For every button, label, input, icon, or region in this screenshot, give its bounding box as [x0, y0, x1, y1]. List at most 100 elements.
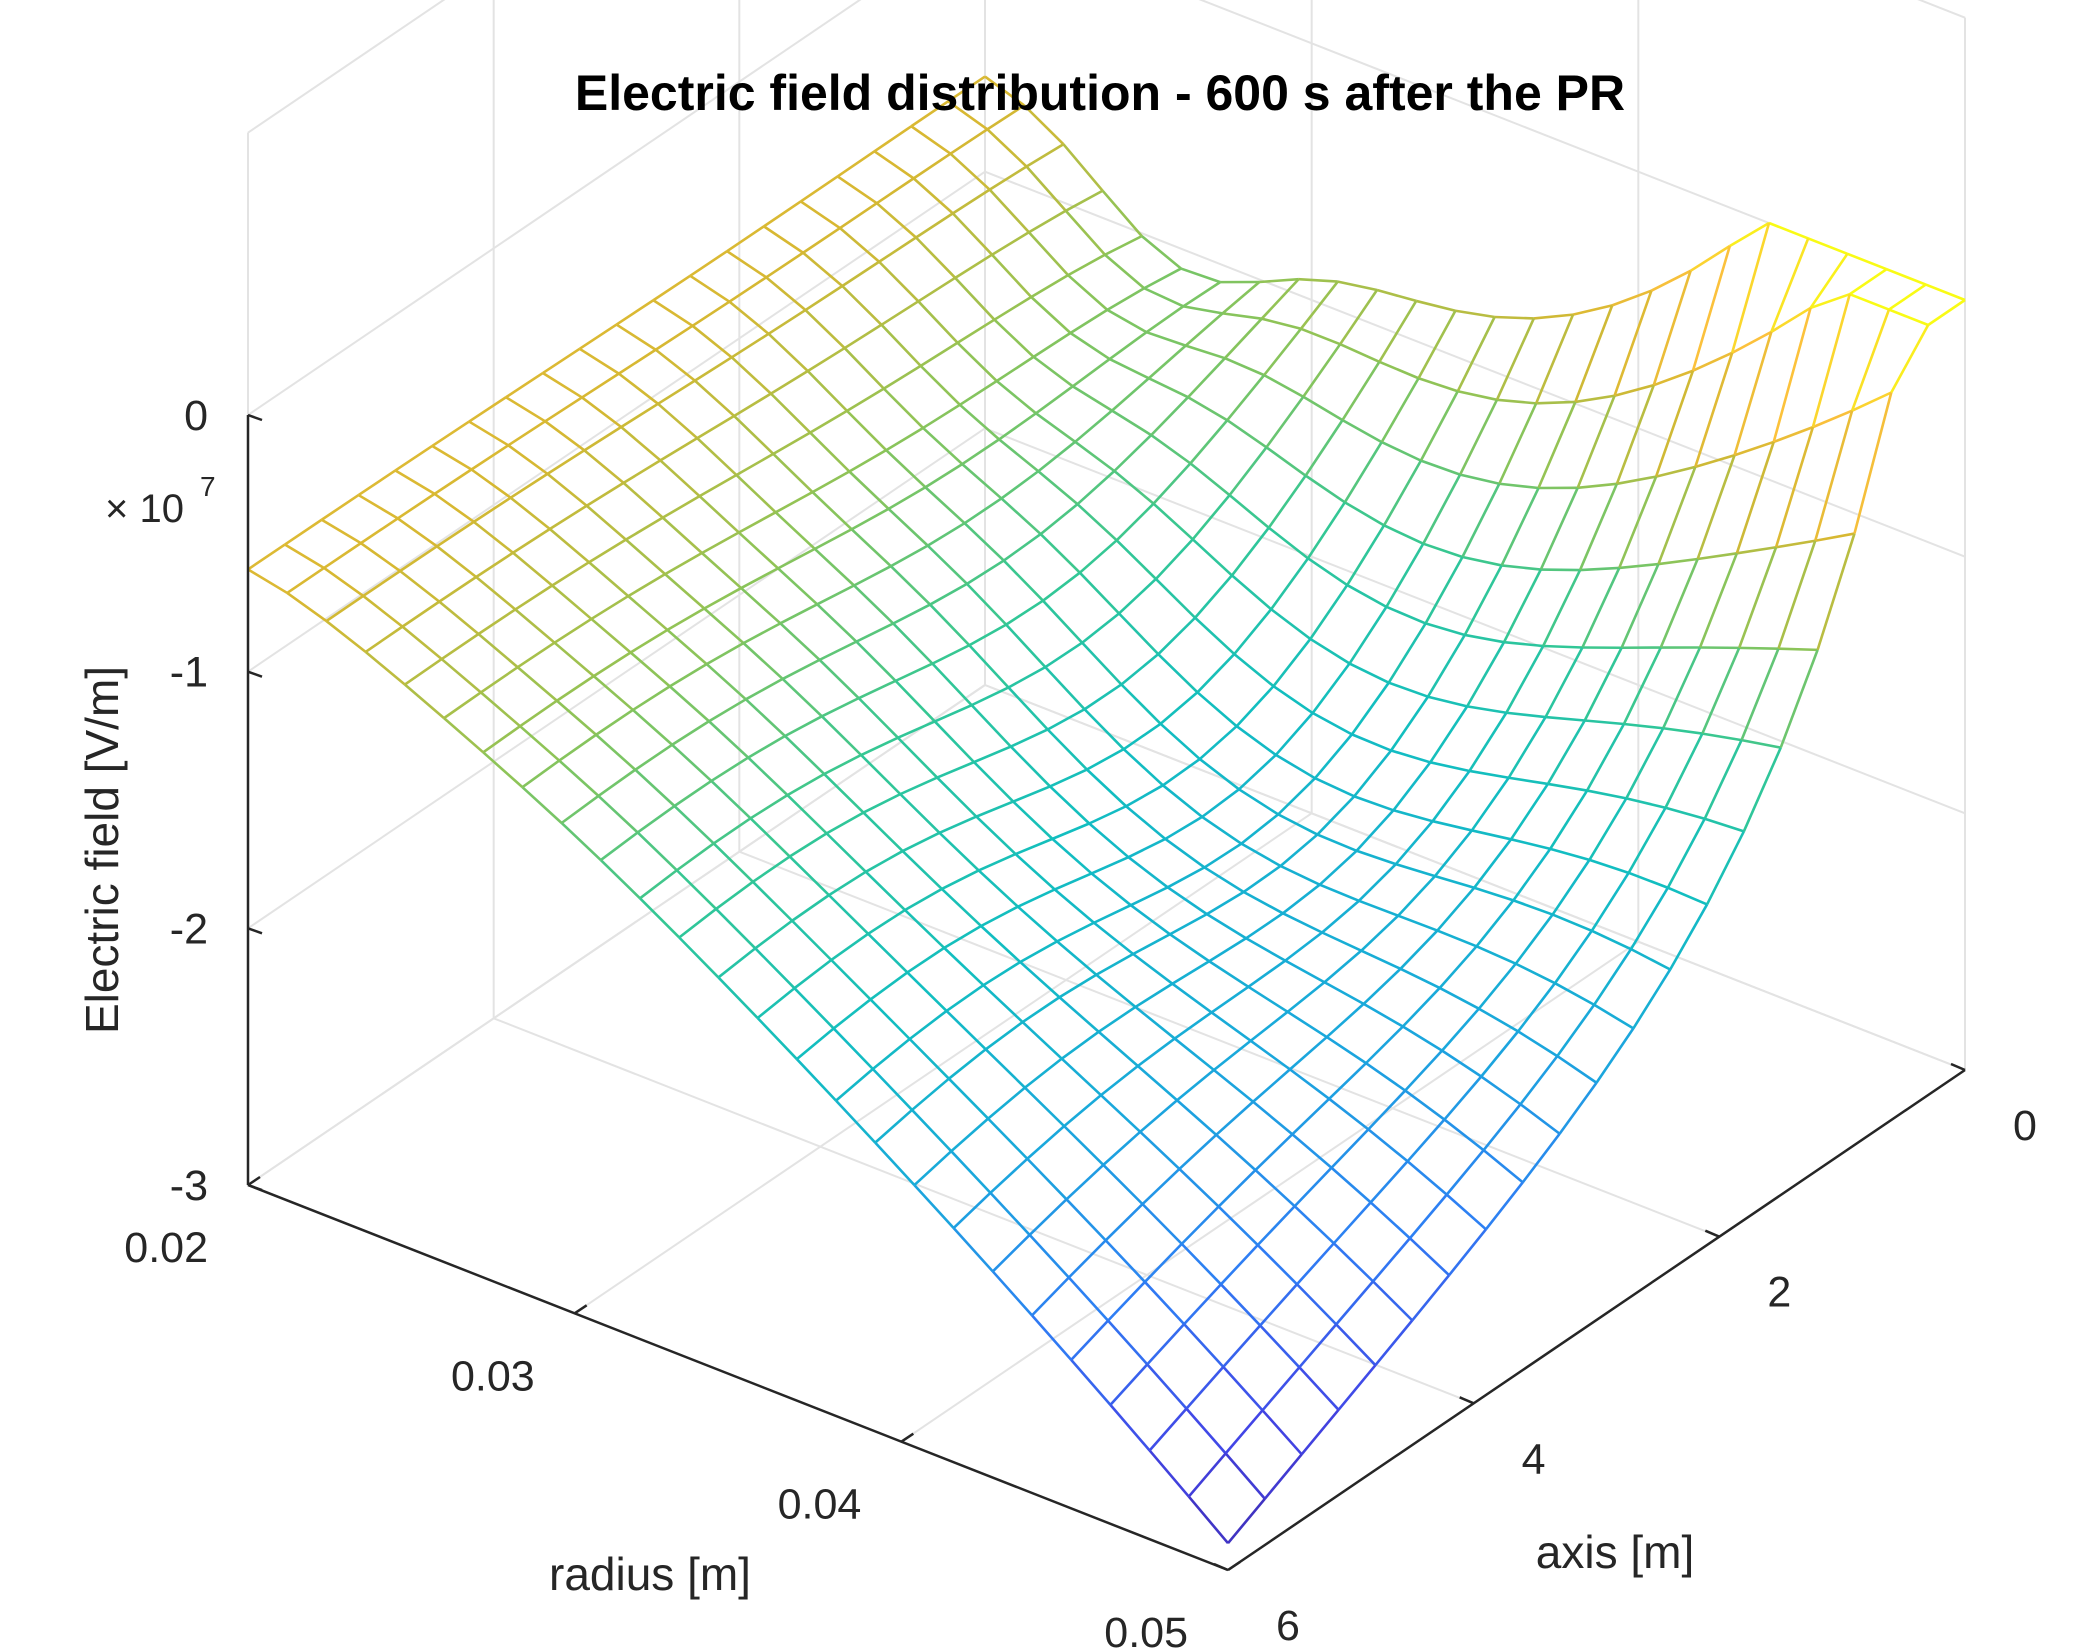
mesh-line	[1772, 307, 1812, 443]
mesh-line	[1104, 234, 1143, 256]
mesh-line	[945, 984, 985, 1012]
mesh-line	[1348, 606, 1388, 665]
mesh-line	[1425, 622, 1466, 637]
mesh-line	[912, 152, 952, 180]
mesh-line	[1109, 357, 1150, 380]
mesh-line	[1519, 1055, 1559, 1106]
mesh-line	[1422, 474, 1462, 545]
mesh-line	[889, 565, 932, 606]
mesh-line	[1095, 952, 1134, 976]
mesh-line	[878, 236, 917, 263]
mesh-line	[809, 431, 851, 473]
mesh-line	[1737, 546, 1778, 649]
mesh-line	[1576, 395, 1616, 489]
x-tick-mark	[573, 1304, 588, 1315]
mesh-line	[691, 300, 731, 327]
mesh-line	[1517, 982, 1556, 1033]
mesh-line	[874, 1141, 916, 1186]
mesh-line	[1480, 1030, 1520, 1078]
mesh-line	[1478, 1007, 1519, 1033]
mesh-line	[1512, 899, 1554, 916]
mesh-line	[1118, 612, 1160, 656]
mesh-line	[1300, 1408, 1340, 1456]
mesh-line	[1154, 578, 1197, 619]
mesh-line	[906, 946, 945, 974]
mesh-line	[1619, 562, 1659, 570]
mesh-line	[1228, 446, 1268, 496]
mesh-line	[1293, 1205, 1335, 1245]
mesh-line	[1120, 683, 1162, 725]
mesh-line	[950, 1150, 992, 1194]
mesh-line	[970, 704, 1012, 748]
mesh-line	[652, 299, 694, 327]
mesh-line	[1343, 441, 1383, 504]
mesh-line	[1321, 931, 1362, 952]
mesh-line	[556, 675, 595, 702]
mesh-line	[1058, 973, 1097, 999]
mesh-line	[843, 323, 883, 350]
mesh-line	[1203, 842, 1243, 869]
mesh-line	[786, 794, 828, 835]
mesh-line	[1102, 1163, 1144, 1206]
mesh-line	[873, 125, 913, 153]
mesh-line	[593, 651, 632, 678]
mesh-line	[949, 152, 991, 191]
mesh-line	[1083, 683, 1123, 711]
mesh-line	[1024, 1057, 1063, 1089]
mesh-line	[1705, 830, 1746, 906]
mesh-line	[1125, 784, 1164, 808]
mesh-line	[1614, 383, 1655, 397]
mesh-line	[885, 426, 924, 452]
mesh-line	[989, 1157, 1029, 1194]
mesh-line	[1120, 653, 1160, 686]
mesh-line	[968, 623, 1007, 647]
mesh-line	[848, 449, 887, 473]
mesh-line	[436, 520, 475, 548]
z-tick-label: -1	[170, 649, 208, 697]
mesh-line	[597, 794, 639, 834]
mesh-line	[1659, 558, 1699, 649]
mesh-line	[1134, 982, 1174, 1009]
mesh-line	[1807, 237, 1848, 256]
mesh-line	[592, 675, 634, 711]
mesh-line	[1888, 308, 1929, 327]
mesh-line	[357, 493, 399, 520]
mesh-line	[913, 1184, 955, 1229]
mesh-line	[1272, 685, 1314, 715]
y-tick-label: 6	[1276, 1602, 1300, 1650]
mesh-line	[1358, 899, 1399, 917]
mesh-line	[1078, 539, 1118, 574]
grid-line	[738, 850, 1720, 1238]
mesh-line	[1378, 360, 1420, 380]
mesh-line	[701, 531, 740, 555]
mesh-line	[323, 566, 365, 598]
mesh-line	[1078, 571, 1120, 615]
z-exponent-power: 7	[200, 471, 216, 502]
mesh-line	[1533, 313, 1574, 320]
mesh-line	[1554, 982, 1595, 1006]
mesh-line	[986, 128, 1028, 168]
mesh-line	[959, 379, 998, 406]
mesh-line	[1430, 761, 1470, 773]
mesh-line	[1228, 494, 1270, 529]
mesh-line	[929, 582, 968, 606]
mesh-line	[636, 804, 676, 834]
mesh-line	[745, 677, 784, 701]
mesh-line	[1551, 859, 1591, 916]
mesh-line	[931, 644, 970, 665]
mesh-line	[1049, 768, 1088, 788]
grid-line	[900, 940, 1639, 1443]
mesh-line	[1925, 283, 1966, 302]
mesh-line	[1625, 797, 1666, 810]
mesh-line	[830, 959, 872, 1001]
mesh-line	[1154, 538, 1194, 580]
mesh-line	[940, 888, 982, 927]
mesh-line	[1658, 557, 1698, 566]
mesh-line	[1546, 719, 1586, 785]
mesh-line	[1309, 584, 1349, 640]
mesh-line	[1409, 1237, 1450, 1277]
mesh-line	[1667, 886, 1708, 906]
mesh-line	[1503, 640, 1544, 648]
mesh-line	[1147, 344, 1187, 380]
z-exponent: × 10 7	[105, 471, 216, 531]
